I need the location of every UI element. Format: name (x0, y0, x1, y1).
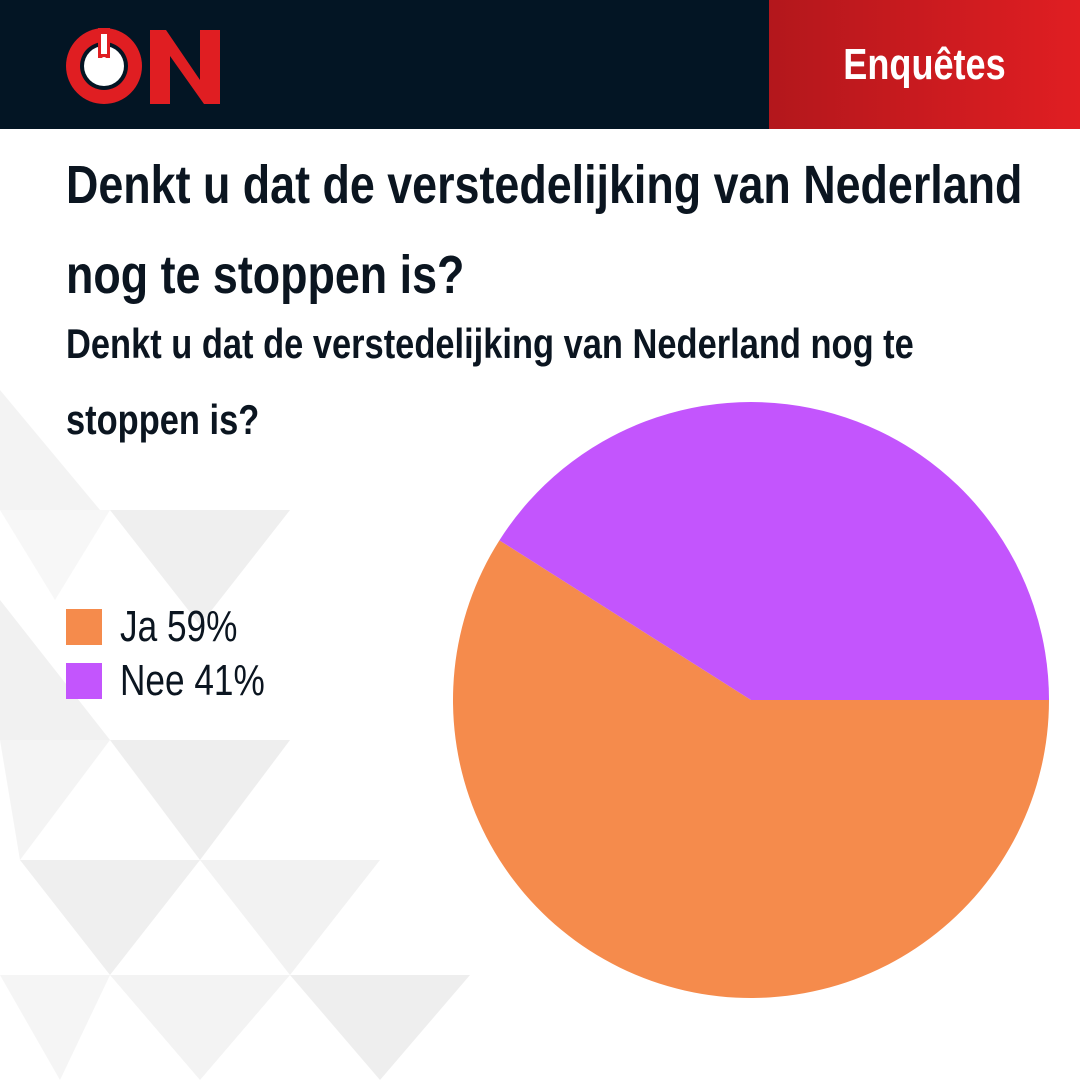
header-bar: Enquêtes (0, 0, 1080, 129)
legend-swatch-ja (66, 609, 102, 645)
on-logo (66, 28, 220, 104)
page-title: Denkt u dat de verstedelijking van Neder… (66, 155, 1023, 305)
legend-item-ja: Ja 59% (66, 600, 301, 654)
pie-slice-nee (499, 402, 1050, 700)
legend-item-nee: Nee 41% (66, 654, 301, 708)
section-label: Enquêtes (843, 40, 1006, 89)
legend-label-nee: Nee 41% (120, 656, 265, 705)
chart-legend: Ja 59% Nee 41% (66, 600, 301, 708)
legend-swatch-nee (66, 663, 102, 699)
legend-label-ja: Ja 59% (120, 602, 238, 651)
section-tab[interactable]: Enquêtes (769, 0, 1080, 129)
chart-subtitle: Denkt u dat de verstedelijking van Neder… (66, 320, 914, 443)
pie-slice-ja (453, 540, 1050, 998)
